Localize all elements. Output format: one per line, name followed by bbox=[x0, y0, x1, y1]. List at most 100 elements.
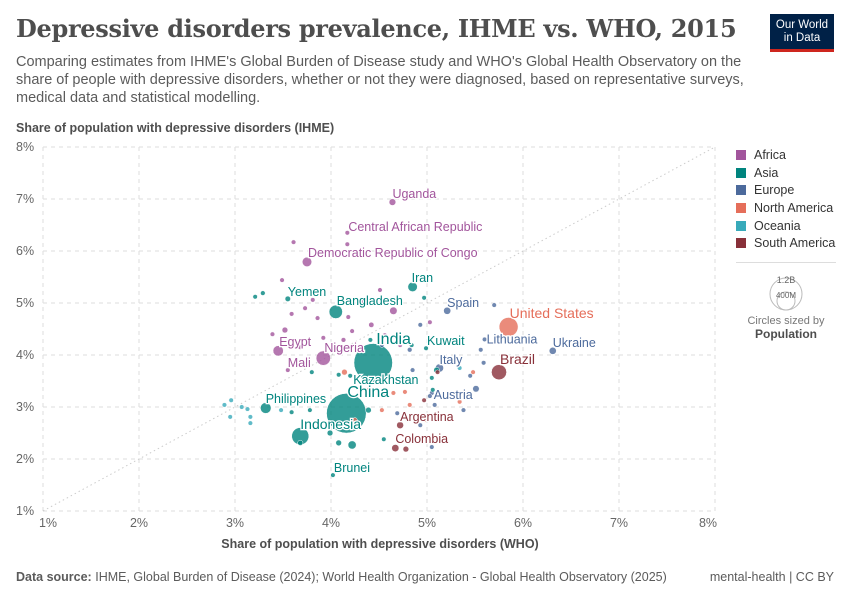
data-point-label: Democratic Republic of Congo bbox=[308, 246, 478, 260]
data-point bbox=[239, 404, 245, 410]
data-point bbox=[421, 397, 427, 403]
reference-diagonal-line bbox=[42, 146, 716, 512]
y-tick-label: 5% bbox=[16, 296, 34, 310]
x-tick-label: 6% bbox=[514, 516, 532, 530]
data-point-label: China bbox=[347, 384, 389, 401]
data-point bbox=[478, 347, 484, 353]
size-legend-circles: 1.2B 400M bbox=[769, 275, 803, 311]
data-point bbox=[347, 373, 353, 379]
data-point bbox=[328, 304, 343, 319]
data-point bbox=[289, 409, 295, 415]
data-point-label: Brunei bbox=[334, 461, 370, 475]
legend-item[interactable]: Oceania bbox=[736, 217, 835, 235]
data-point bbox=[423, 345, 429, 351]
data-point bbox=[281, 326, 289, 334]
x-tick-label: 5% bbox=[418, 516, 436, 530]
data-point bbox=[228, 397, 234, 403]
data-point bbox=[498, 317, 519, 337]
data-point bbox=[289, 311, 295, 317]
data-point-label: Kuwait bbox=[427, 334, 465, 348]
legend-swatch bbox=[736, 185, 746, 196]
y-tick-label: 1% bbox=[16, 504, 34, 518]
data-point bbox=[272, 345, 284, 357]
data-point-label: Brazil bbox=[500, 351, 535, 367]
size-legend: 1.2B 400M Circles sized by Population bbox=[736, 262, 836, 341]
data-point bbox=[457, 365, 463, 371]
data-point-label: Egypt bbox=[279, 335, 311, 349]
data-point bbox=[457, 399, 463, 405]
legend-label: Asia bbox=[754, 165, 779, 180]
legend-item[interactable]: Europe bbox=[736, 181, 835, 199]
chart-subtitle: Comparing estimates from IHME's Global B… bbox=[16, 54, 744, 106]
data-point bbox=[379, 342, 385, 348]
data-point bbox=[244, 406, 251, 412]
data-point bbox=[460, 407, 467, 413]
data-point bbox=[410, 367, 416, 373]
legend-swatch bbox=[736, 220, 746, 231]
data-point bbox=[430, 387, 436, 393]
data-point bbox=[307, 407, 313, 413]
license-text[interactable]: mental-health | CC BY bbox=[709, 570, 834, 584]
data-point bbox=[260, 402, 272, 414]
data-point-label: Spain bbox=[447, 296, 479, 310]
data-point bbox=[349, 328, 355, 334]
y-tick-label: 7% bbox=[16, 192, 34, 206]
data-point bbox=[407, 347, 413, 353]
data-point-label: Lithuania bbox=[487, 332, 538, 346]
data-point bbox=[389, 306, 398, 315]
data-point bbox=[340, 337, 347, 343]
legend-item[interactable]: South America bbox=[736, 234, 835, 252]
x-tick-label: 4% bbox=[322, 516, 340, 530]
data-point bbox=[285, 367, 291, 373]
data-point bbox=[315, 315, 321, 321]
data-point bbox=[396, 421, 404, 429]
data-point bbox=[345, 314, 351, 320]
data-point bbox=[394, 410, 400, 416]
y-tick-label: 8% bbox=[16, 140, 34, 154]
data-point-label: Argentina bbox=[400, 410, 454, 424]
data-point bbox=[407, 402, 413, 408]
data-point bbox=[491, 302, 497, 308]
owid-logo[interactable]: Our World in Data bbox=[770, 14, 834, 52]
legend-item[interactable]: North America bbox=[736, 199, 835, 217]
legend-item[interactable]: Africa bbox=[736, 146, 835, 164]
size-legend-caption: Circles sized by bbox=[747, 315, 825, 327]
data-point bbox=[284, 295, 291, 302]
data-point bbox=[405, 417, 411, 423]
data-point bbox=[422, 417, 428, 423]
data-point bbox=[291, 239, 297, 245]
y-tick-label: 2% bbox=[16, 452, 34, 466]
data-point bbox=[407, 281, 418, 292]
data-point bbox=[417, 322, 423, 328]
data-point bbox=[347, 440, 357, 450]
data-point bbox=[341, 369, 348, 376]
data-point bbox=[365, 387, 371, 393]
data-point bbox=[548, 347, 557, 355]
legend-item[interactable]: Asia bbox=[736, 164, 835, 182]
size-legend-big: 1.2B bbox=[777, 275, 796, 285]
data-point bbox=[427, 393, 433, 399]
x-tick-label: 2% bbox=[130, 516, 148, 530]
data-point bbox=[432, 402, 438, 408]
data-point bbox=[491, 364, 507, 380]
legend-label: Oceania bbox=[754, 218, 801, 233]
data-point bbox=[269, 331, 275, 337]
legend-label: Europe bbox=[754, 183, 795, 198]
legend-swatch bbox=[736, 238, 746, 249]
data-point-label: Indonesia bbox=[300, 416, 361, 432]
x-tick-label: 3% bbox=[226, 516, 244, 530]
data-point bbox=[481, 360, 487, 366]
data-point bbox=[320, 335, 326, 341]
x-axis-title: Share of population with depressive diso… bbox=[221, 537, 539, 551]
data-point-label: Kazakhstan bbox=[353, 373, 418, 387]
y-tick-label: 3% bbox=[16, 400, 34, 414]
data-point bbox=[297, 439, 304, 446]
data-point bbox=[470, 369, 476, 375]
data-point bbox=[344, 241, 350, 247]
data-point bbox=[467, 373, 473, 379]
y-axis-title: Share of population with depressive diso… bbox=[16, 121, 335, 135]
data-point bbox=[429, 375, 435, 381]
source-text[interactable]: IHME, Global Burden of Disease (2024); W… bbox=[95, 570, 667, 584]
data-point-label: Mali bbox=[288, 356, 311, 370]
data-point bbox=[227, 414, 233, 420]
